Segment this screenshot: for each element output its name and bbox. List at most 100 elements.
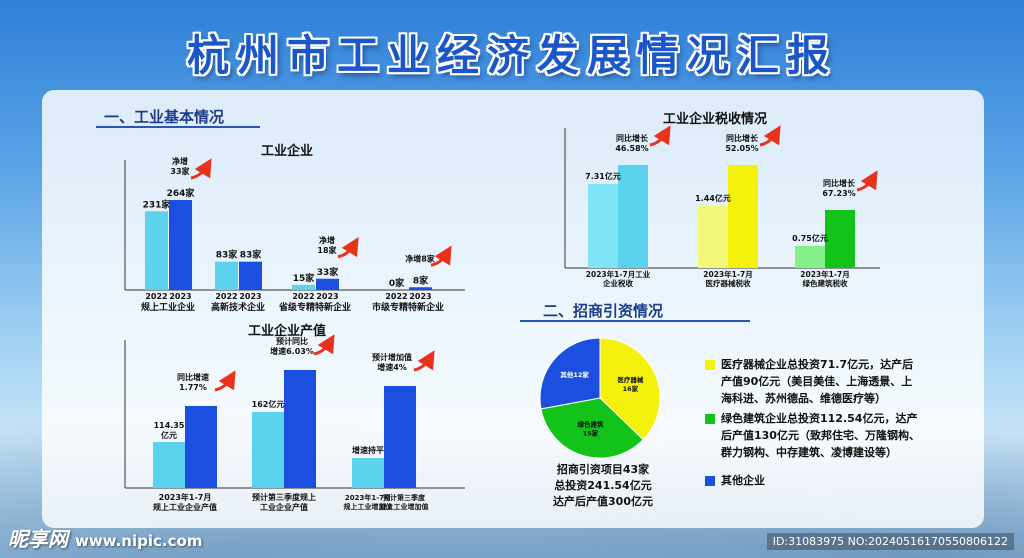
enterprise-year-label: 2023 (169, 292, 191, 301)
enterprise-year-label: 2023 (316, 292, 338, 301)
tax-bar-light (698, 206, 728, 268)
enterprise-year-label: 2023 (239, 292, 261, 301)
enterprise-value-label: 83家 (216, 249, 239, 261)
enterprise-year-label: 2022 (215, 292, 237, 301)
tax-annotation: 同比增长 46.58% (615, 133, 649, 153)
growth-arrow-icon (430, 245, 452, 267)
growth-arrow-icon (856, 170, 878, 192)
section-invest-underline (520, 320, 750, 322)
watermark-id: ID:31083975 NO:20240516170550806122 (766, 533, 1014, 550)
growth-arrow-icon (337, 237, 359, 259)
pie-summary-line: 招商引资项目43家 (556, 463, 650, 476)
output-bar-growth (185, 406, 217, 488)
enterprise-annotation: 净增8家 (405, 253, 436, 263)
tax-bar (825, 210, 855, 268)
tax-bar-light (795, 246, 825, 268)
legend-item-other: 其他企业 (705, 472, 920, 489)
enterprise-year-label: 2022 (385, 292, 407, 301)
output-value-label: 114.35 亿元 (154, 421, 185, 440)
enterprise-annotation: 净增 18家 (317, 235, 337, 255)
enterprise-year-label: 2022 (145, 292, 167, 301)
growth-arrow-icon (214, 370, 236, 392)
tax-value-label: 1.44亿元 (695, 193, 731, 203)
tax-annotation: 同比增长 67.23% (822, 178, 856, 198)
section-invest-heading: 二、招商引资情况 (543, 302, 664, 320)
enterprise-value-label: 33家 (317, 266, 340, 278)
tax-category-label: 2023年1-7月医疗器械税收 (703, 269, 752, 288)
output-category-label: 2023年1-7月规上工业增加值 (344, 493, 393, 511)
pie-summary-line: 总投资241.54亿元 (554, 479, 652, 492)
growth-arrow-icon (413, 350, 435, 372)
chart-enterprise-title: 工业企业 (260, 144, 313, 159)
output-bar-base (352, 458, 384, 488)
output-category-label: 2023年1-7月规上工业企业产值 (153, 492, 217, 512)
enterprise-bar (169, 200, 192, 290)
growth-arrow-icon (649, 125, 671, 147)
chart-tax-title: 工业企业税收情况 (662, 112, 767, 127)
enterprise-bar (292, 284, 315, 290)
pie-slice (599, 337, 661, 441)
legend-swatch-green (705, 414, 715, 424)
pie-slice (539, 337, 601, 410)
legend-swatch-blue (705, 476, 715, 486)
output-bar-growth (384, 386, 416, 488)
enterprise-bar (316, 278, 339, 290)
growth-arrow-icon (313, 334, 335, 356)
growth-arrow-icon (759, 125, 781, 147)
enterprise-value-label: 83家 (240, 249, 263, 261)
legend-item-medical: 医疗器械企业总投资71.7亿元，达产后产值90亿元（美目美佳、上海透景、上海科进… (705, 356, 920, 407)
enterprise-bar (409, 287, 432, 290)
output-bar-growth (284, 370, 316, 488)
legend-text: 其他企业 (721, 474, 765, 487)
pie-summary-line: 达产后产值300亿元 (553, 495, 653, 508)
watermark-logo-text: 昵享网 (8, 527, 68, 551)
legend-text: 医疗器械企业总投资71.7亿元，达产后产值90亿元（美目美佳、上海透景、上海科进… (721, 358, 914, 405)
watermark-logo: 昵享网 www.nipic.com (8, 523, 202, 552)
tax-annotation: 同比增长 52.05% (725, 133, 759, 153)
output-value-label: 增速持平 (352, 445, 384, 455)
enterprise-value-label: 8家 (413, 274, 429, 286)
enterprise-value-label: 264家 (167, 187, 196, 199)
watermark-url: www.nipic.com (74, 532, 203, 550)
enterprise-category-label: 高新技术企业 (211, 301, 265, 313)
enterprise-bar (215, 261, 238, 290)
enterprise-annotation: 净增 33家 (170, 156, 190, 176)
legend-text: 绿色建筑企业总投资112.54亿元，达产后产值130亿元（致邦住宅、万隆钢构、群… (721, 412, 920, 459)
tax-value-label: 7.31亿元 (585, 171, 621, 181)
enterprise-bar (145, 211, 168, 290)
output-bar-base (153, 442, 185, 488)
output-category-label: 预计第三季度规上工业增加值 (380, 493, 429, 511)
output-value-label: 162亿元 (252, 399, 285, 409)
section-basic-underline (96, 126, 260, 128)
enterprise-category-label: 省级专精特新企业 (278, 301, 351, 313)
legend-swatch-yellow (705, 360, 715, 370)
enterprise-value-label: 231家 (143, 198, 172, 210)
tax-category-label: 2023年1-7月工业企业税收 (586, 269, 651, 288)
legend-item-green-building: 绿色建筑企业总投资112.54亿元，达产后产值130亿元（致邦住宅、万隆钢构、群… (705, 410, 920, 461)
tax-value-label: 0.75亿元 (792, 233, 828, 243)
output-annotation: 预计增加值增速4% (372, 352, 412, 372)
output-bar-base (252, 412, 284, 488)
section-basic-heading: 一、工业基本情况 (104, 108, 225, 126)
chart-output-title: 工业企业产值 (247, 324, 326, 339)
enterprise-year-label: 2022 (292, 292, 314, 301)
output-annotation: 预计同比增速6.03% (270, 336, 314, 356)
enterprise-value-label: 0家 (389, 277, 405, 289)
output-category-label: 预计第三季度规上工业企业产值 (252, 492, 316, 512)
pie-summary: 招商引资项目43家 总投资241.54亿元 达产后产值300亿元 (522, 462, 684, 510)
pie-slice (540, 397, 644, 459)
pie-slice-label: 绿色建筑 15家 (577, 420, 604, 438)
tax-bar (728, 165, 758, 268)
page-title: 杭州市工业经济发展情况汇报 (186, 31, 837, 80)
growth-arrow-icon (190, 158, 212, 180)
tax-category-label: 2023年1-7月绿色建筑税收 (800, 269, 849, 288)
enterprise-value-label: 15家 (293, 272, 316, 284)
enterprise-year-label: 2023 (409, 292, 431, 301)
enterprise-bar (239, 261, 262, 290)
output-annotation: 同比增速 1.77% (177, 372, 209, 392)
tax-bar (618, 165, 648, 268)
enterprise-category-label: 市级专精特新企业 (372, 301, 444, 313)
pie-slice-label: 其他12家 (560, 370, 589, 379)
enterprise-category-label: 规上工业企业 (141, 301, 195, 313)
